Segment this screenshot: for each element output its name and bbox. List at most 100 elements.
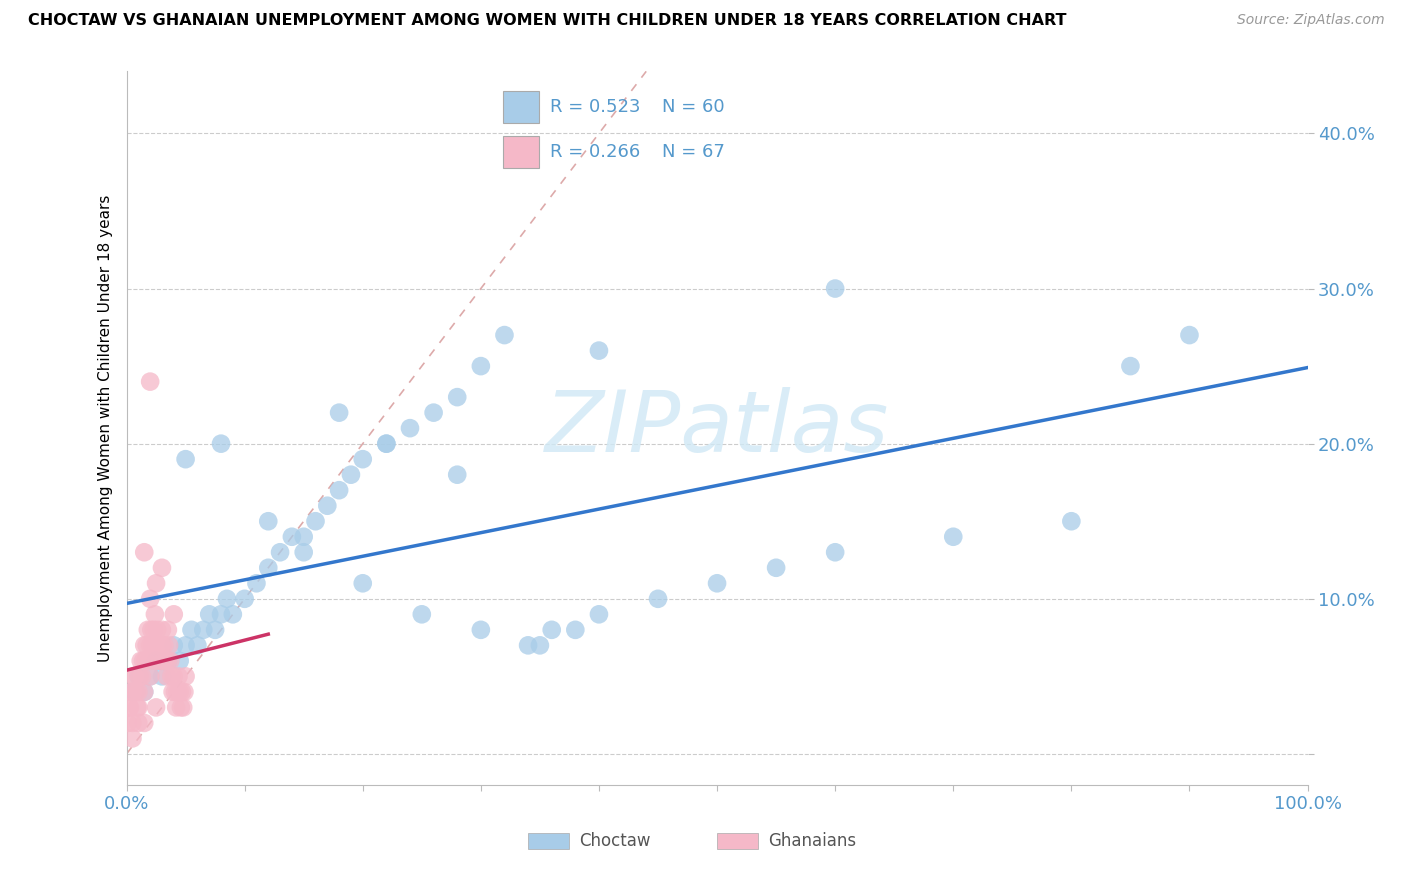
Point [155, 654, 177, 668]
Point [139, 669, 162, 683]
Point [139, 375, 162, 389]
Point [139, 669, 162, 683]
Point [159, 654, 181, 668]
Point [127, 669, 149, 683]
Point [153, 638, 176, 652]
Point [141, 638, 163, 652]
Point [150, 638, 173, 652]
Point [647, 591, 669, 606]
Point [134, 638, 156, 652]
Point [156, 669, 179, 683]
Point [233, 591, 256, 606]
Point [411, 607, 433, 622]
Point [127, 700, 149, 714]
Point [215, 591, 238, 606]
Point [148, 638, 170, 652]
Point [170, 700, 193, 714]
Point [446, 390, 468, 404]
Point [120, 685, 142, 699]
Point [127, 715, 149, 730]
Point [824, 281, 846, 295]
Point [145, 576, 167, 591]
Point [352, 452, 374, 467]
Point [1060, 514, 1083, 528]
Point [446, 467, 468, 482]
Point [163, 669, 186, 683]
Point [375, 436, 398, 450]
Point [588, 343, 610, 358]
Point [422, 406, 444, 420]
Point [292, 545, 315, 559]
Point [204, 623, 226, 637]
Point [131, 669, 153, 683]
Point [134, 654, 156, 668]
Point [765, 561, 787, 575]
Point [156, 654, 179, 668]
Point [257, 514, 280, 528]
Point [134, 545, 156, 559]
Point [125, 685, 148, 699]
Point [122, 669, 145, 683]
Point [141, 623, 163, 637]
Point [124, 669, 146, 683]
Point [157, 638, 180, 652]
Point [281, 530, 304, 544]
Point [706, 576, 728, 591]
Text: Source: ZipAtlas.com: Source: ZipAtlas.com [1237, 13, 1385, 28]
Point [134, 685, 156, 699]
Point [470, 359, 492, 373]
Point [156, 623, 179, 637]
Point [222, 607, 245, 622]
Point [328, 483, 350, 498]
Point [942, 530, 965, 544]
FancyBboxPatch shape [529, 833, 569, 849]
Point [132, 654, 155, 668]
Point [494, 328, 516, 343]
Point [170, 685, 193, 699]
Point [169, 685, 191, 699]
Point [143, 607, 166, 622]
Point [129, 654, 152, 668]
Point [173, 685, 195, 699]
Point [257, 561, 280, 575]
Point [150, 623, 173, 637]
Point [149, 638, 172, 652]
Point [139, 591, 162, 606]
Point [174, 452, 197, 467]
Point [128, 669, 150, 683]
Point [328, 406, 350, 420]
Point [145, 654, 167, 668]
Point [163, 607, 186, 622]
Point [167, 669, 190, 683]
Point [209, 607, 232, 622]
Point [160, 669, 183, 683]
Point [470, 623, 492, 637]
Point [1178, 328, 1201, 343]
Point [316, 499, 339, 513]
Point [172, 700, 194, 714]
Point [139, 638, 162, 652]
Point [135, 638, 157, 652]
Point [340, 467, 363, 482]
Text: Choctaw: Choctaw [579, 832, 651, 850]
Point [399, 421, 422, 435]
Text: CHOCTAW VS GHANAIAN UNEMPLOYMENT AMONG WOMEN WITH CHILDREN UNDER 18 YEARS CORREL: CHOCTAW VS GHANAIAN UNEMPLOYMENT AMONG W… [28, 13, 1067, 29]
Point [824, 545, 846, 559]
Point [127, 685, 149, 699]
Point [118, 700, 141, 714]
Point [150, 561, 173, 575]
Point [169, 654, 191, 668]
Point [162, 685, 184, 699]
Point [136, 623, 159, 637]
Point [209, 436, 232, 450]
Point [304, 514, 326, 528]
Point [145, 700, 167, 714]
Point [198, 607, 221, 622]
Point [245, 576, 267, 591]
Point [127, 700, 149, 714]
Point [174, 669, 197, 683]
Point [138, 654, 160, 668]
Point [165, 700, 187, 714]
Point [134, 715, 156, 730]
Point [134, 685, 156, 699]
